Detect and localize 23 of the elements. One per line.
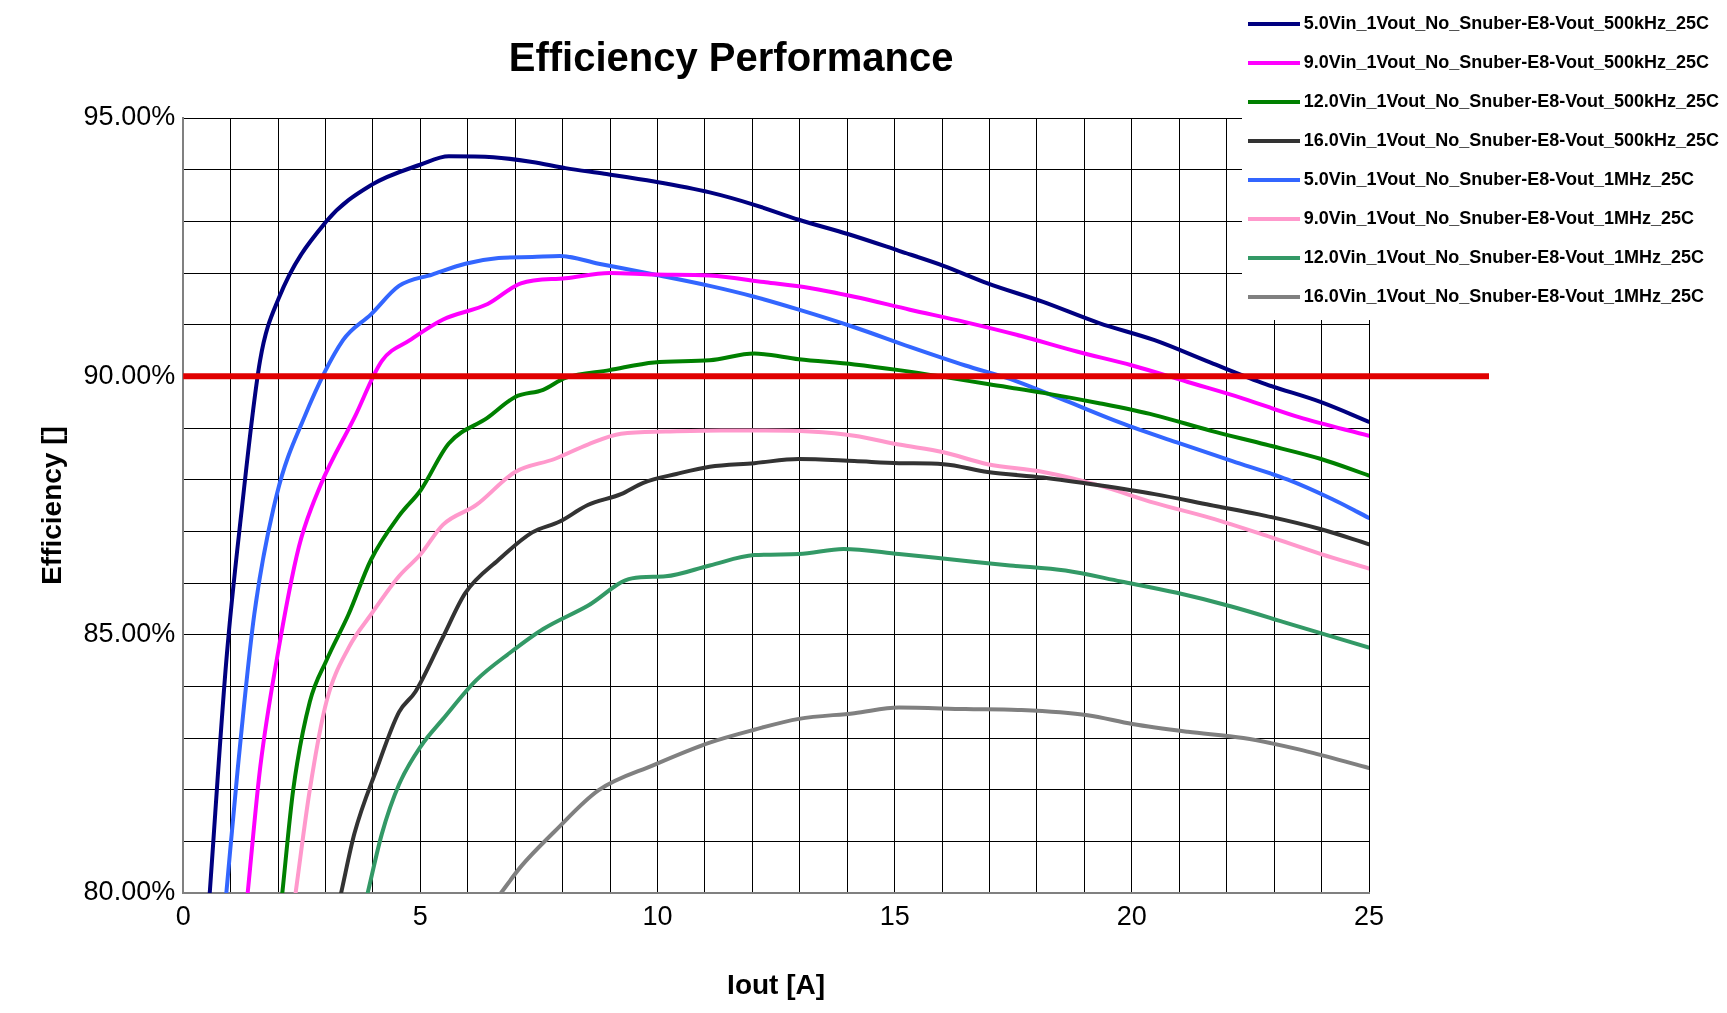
x-axis-title: Iout [A] [727, 968, 826, 1000]
y-tick-label: 90.00% [83, 359, 176, 390]
legend-label: 9.0Vin_1Vout_No_Snuber-E8-Vout_1MHz_25C [1303, 208, 1694, 229]
line-series [280, 351, 1369, 893]
legend-label: 5.0Vin_1Vout_No_Snuber-E8-Vout_1MHz_25C [1303, 169, 1694, 190]
x-tick-label: 20 [1116, 900, 1147, 931]
x-tick-label: 25 [1353, 900, 1385, 931]
y-tick-label: 95.00% [83, 101, 176, 132]
legend-label: 9.0Vin_1Vout_No_Snuber-E8-Vout_500kHz_25C [1303, 52, 1709, 73]
legend-label: 5.0Vin_1Vout_No_Snuber-E8-Vout_500kHz_25C [1303, 13, 1709, 34]
legend-label: 12.0Vin_1Vout_No_Snuber-E8-Vout_500kHz_25C [1303, 91, 1719, 112]
chart-title: Efficiency Performance [508, 35, 954, 80]
legend-label: 12.0Vin_1Vout_No_Snuber-E8-Vout_1MHz_25C [1303, 247, 1704, 268]
x-tick-label: 10 [642, 900, 673, 931]
y-tick-label: 85.00% [83, 618, 176, 649]
y-tick-label: 80.00% [83, 876, 176, 907]
legend-label: 16.0Vin_1Vout_No_Snuber-E8-Vout_1MHz_25C [1303, 286, 1704, 307]
x-tick-label: 5 [412, 900, 428, 931]
x-tick-label: 15 [879, 900, 910, 931]
y-axis-title: Efficiency [] [35, 426, 67, 585]
legend-label: 16.0Vin_1Vout_No_Snuber-E8-Vout_500kHz_25C [1303, 130, 1719, 151]
x-tick-label: 0 [175, 900, 191, 931]
line-series [365, 546, 1369, 893]
